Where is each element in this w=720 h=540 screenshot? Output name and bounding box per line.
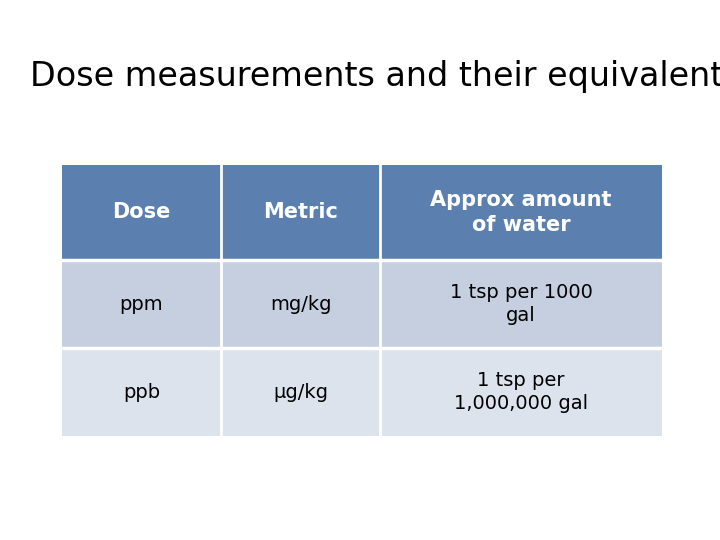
Bar: [380, 260, 662, 348]
Text: mg/kg: mg/kg: [270, 294, 331, 314]
Text: Approx amount
of water: Approx amount of water: [431, 190, 612, 235]
Bar: [62, 348, 221, 436]
Bar: [221, 348, 380, 436]
Bar: [62, 165, 221, 260]
Text: 1 tsp per 1000
gal: 1 tsp per 1000 gal: [449, 283, 593, 325]
Text: Dose measurements and their equivalents: Dose measurements and their equivalents: [30, 60, 720, 93]
Text: μg/kg: μg/kg: [273, 382, 328, 402]
Bar: [221, 260, 380, 348]
Bar: [221, 165, 380, 260]
Text: ppm: ppm: [120, 294, 163, 314]
Text: Dose: Dose: [112, 202, 171, 222]
Text: ppb: ppb: [123, 382, 160, 402]
Bar: [380, 348, 662, 436]
Text: 1 tsp per
1,000,000 gal: 1 tsp per 1,000,000 gal: [454, 371, 588, 413]
Bar: [62, 260, 221, 348]
Text: Metric: Metric: [263, 202, 338, 222]
Bar: [380, 165, 662, 260]
